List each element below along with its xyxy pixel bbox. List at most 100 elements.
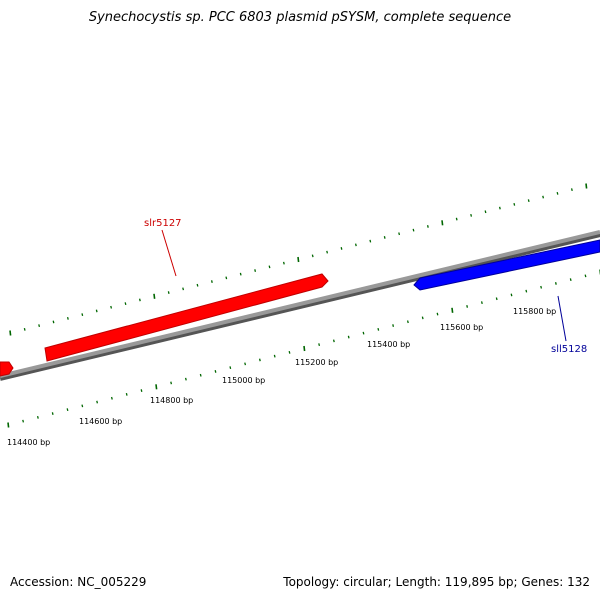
slr5127-leader-line [161, 229, 177, 277]
scale-label: 115000 bp [222, 376, 265, 385]
minor-tick [436, 312, 439, 316]
minor-tick [66, 316, 69, 320]
minor-tick [311, 254, 314, 258]
minor-tick [466, 305, 469, 308]
slr5127-label[interactable]: slr5127 [144, 218, 182, 229]
scale-labels: 114400 bp 114600 bp 114800 bp 115000 bp … [7, 307, 556, 447]
minor-tick [244, 362, 247, 366]
minor-tick [369, 239, 372, 243]
major-tick [7, 422, 10, 428]
minor-tick [196, 283, 199, 287]
minor-tick [125, 392, 128, 396]
minor-tick [66, 408, 69, 412]
minor-tick [332, 339, 335, 343]
minor-tick [95, 309, 98, 313]
minor-tick [362, 331, 365, 335]
minor-tick [288, 350, 291, 354]
plasmid-backbone [0, 230, 600, 378]
major-tick [297, 256, 300, 263]
scale-label: 114400 bp [7, 438, 50, 447]
minor-tick [23, 327, 26, 331]
minor-tick [199, 373, 202, 377]
minor-tick [498, 206, 501, 210]
minor-tick [377, 327, 380, 331]
minor-tick [140, 389, 143, 392]
major-tick [585, 183, 588, 189]
minor-tick [398, 232, 401, 236]
map-title: Synechocystis sp. PCC 6803 plasmid pSYSM… [88, 10, 512, 25]
gene-slr5127[interactable] [44, 273, 329, 362]
minor-tick [38, 324, 41, 328]
minor-tick [510, 293, 513, 297]
minor-tick [383, 236, 386, 239]
minor-tick [340, 247, 343, 250]
minor-tick [556, 191, 559, 195]
minor-tick [182, 287, 185, 291]
scale-label: 115600 bp [440, 323, 483, 332]
minor-tick [239, 272, 242, 276]
minor-tick [124, 302, 127, 306]
minor-tick [554, 282, 557, 285]
minor-tick [412, 228, 415, 232]
minor-tick [392, 324, 395, 327]
upper-tick-track [9, 183, 588, 336]
minor-tick [225, 276, 228, 280]
minor-tick [52, 320, 55, 324]
major-tick [153, 293, 156, 299]
minor-tick [210, 280, 213, 283]
minor-tick [184, 377, 187, 381]
minor-tick [254, 269, 257, 272]
gene-sll5128[interactable] [413, 239, 600, 291]
topology-summary: Topology: circular; Length: 119,895 bp; … [283, 575, 590, 589]
minor-tick [22, 419, 25, 423]
minor-tick [229, 366, 232, 370]
scale-label: 115800 bp [513, 307, 556, 316]
minor-tick [570, 188, 573, 192]
minor-tick [540, 285, 543, 289]
minor-tick [455, 217, 458, 221]
minor-tick [81, 313, 84, 317]
minor-tick [81, 404, 84, 408]
minor-tick [525, 289, 528, 293]
minor-tick [480, 301, 483, 305]
major-tick [9, 330, 12, 336]
minor-tick [470, 213, 473, 217]
minor-tick [170, 381, 173, 385]
minor-tick [282, 261, 285, 265]
minor-tick [326, 250, 329, 254]
minor-tick [354, 243, 357, 247]
minor-tick [421, 316, 424, 320]
scale-label: 114800 bp [150, 396, 193, 405]
major-tick [155, 384, 158, 390]
minor-tick [51, 412, 54, 415]
accession-text: Accession: NC_005229 [10, 575, 147, 589]
minor-tick [214, 370, 217, 373]
minor-tick [138, 298, 141, 302]
gene-partial-left[interactable] [0, 361, 14, 377]
major-tick [441, 220, 444, 226]
minor-tick [513, 202, 516, 206]
minor-tick [36, 415, 39, 419]
minor-tick [406, 320, 409, 324]
minor-tick [167, 291, 170, 294]
minor-tick [268, 265, 271, 269]
scale-label: 115400 bp [367, 340, 410, 349]
minor-tick [426, 225, 429, 228]
minor-tick [542, 195, 545, 199]
minor-tick [569, 278, 572, 282]
minor-tick [584, 274, 587, 278]
scale-label: 114600 bp [79, 417, 122, 426]
lower-tick-track [7, 269, 600, 428]
major-tick [451, 307, 454, 313]
minor-tick [273, 354, 276, 358]
minor-tick [527, 199, 530, 203]
major-tick [303, 345, 306, 352]
sll5128-label[interactable]: sll5128 [551, 344, 587, 355]
minor-tick [258, 358, 261, 362]
minor-tick [110, 305, 113, 309]
minor-tick [347, 335, 350, 339]
minor-tick [495, 297, 498, 301]
sll5128-leader-line [557, 295, 567, 342]
minor-tick [110, 396, 113, 400]
